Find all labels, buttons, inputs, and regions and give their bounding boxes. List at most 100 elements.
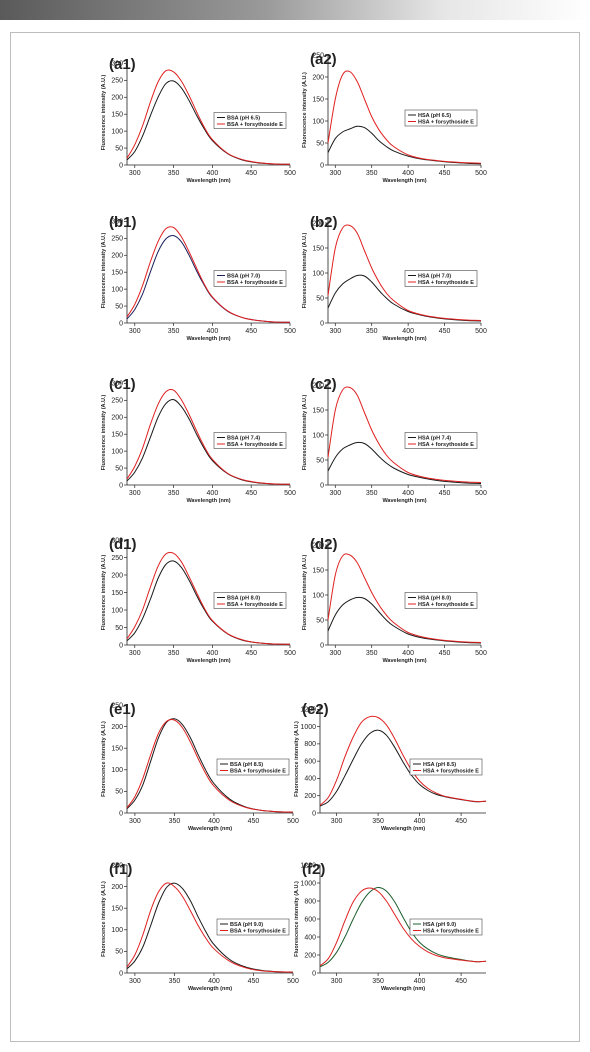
y-axis-label: Fluorescence intensity (A.U.): [302, 232, 308, 308]
chart-panel: 300 350 400 450 0 200 400 600 800 1000 1200 Wavelen…: [294, 701, 487, 832]
chart-panel: 300 350 400 450 0 200 400 600 800 1000 1200 Wavelen…: [294, 861, 487, 992]
legend-box: [213, 112, 287, 129]
x-axis-label: Wavelength (nm): [382, 498, 426, 504]
y-tick-label: 0: [320, 482, 324, 489]
y-tick-label: 250: [111, 236, 123, 243]
x-tick-label: 400: [402, 170, 414, 177]
legend-entry: BSA (pH 7.0): [227, 274, 260, 280]
x-tick-label: 350: [366, 490, 378, 497]
panel-label: (d2): [310, 536, 338, 553]
x-tick-label: 300: [329, 490, 341, 497]
x-tick-label: 350: [169, 978, 181, 985]
x-tick-label: 500: [284, 650, 296, 657]
y-tick-label: 50: [316, 457, 324, 464]
panel-label: (c1): [109, 376, 136, 393]
y-tick-label: 150: [312, 567, 324, 574]
x-tick-label: 400: [402, 328, 414, 335]
legend-box: [404, 432, 478, 449]
x-tick-label: 450: [248, 818, 260, 825]
chart-panel: 300 350 400 450 500 0 50 100 150 200 Wavelength (n…: [302, 536, 487, 664]
panel-label: (c2): [310, 376, 337, 393]
x-tick-label: 450: [245, 490, 257, 497]
x-axis-label: Wavelength (nm): [188, 986, 232, 992]
x-tick-label: 300: [129, 818, 141, 825]
x-axis-label: Wavelength (nm): [186, 336, 230, 342]
y-axis-label: Fluorescence intensity (A.U.): [101, 881, 107, 957]
series-line: [126, 882, 294, 973]
y-axis-label: Fluorescence intensity (A.U.): [302, 72, 308, 148]
y-tick-label: 0: [320, 320, 324, 327]
y-tick-label: 0: [119, 970, 123, 977]
series-line: [319, 715, 487, 806]
y-axis-label: Fluorescence intensity (A.U.): [101, 721, 107, 797]
y-tick-label: 50: [115, 949, 123, 956]
x-tick-label: 350: [372, 818, 384, 825]
x-tick-label: 450: [455, 978, 467, 985]
legend-box: [213, 432, 287, 449]
legend-box: [216, 758, 290, 776]
y-tick-label: 200: [304, 952, 316, 959]
x-tick-label: 500: [475, 328, 487, 335]
y-tick-label: 150: [312, 407, 324, 414]
y-tick-label: 300: [111, 537, 123, 544]
legend-entry: HSA (pH 8.5): [423, 762, 456, 768]
legend-box: [213, 592, 287, 609]
y-tick-label: 300: [111, 381, 123, 388]
legend-box: [404, 109, 478, 127]
x-tick-label: 400: [207, 328, 219, 335]
x-tick-label: 500: [284, 170, 296, 177]
x-tick-label: 300: [129, 170, 141, 177]
x-tick-label: 350: [168, 328, 180, 335]
x-tick-label: 300: [329, 328, 341, 335]
series-line: [327, 386, 482, 483]
y-tick-label: 100: [111, 128, 123, 135]
y-tick-label: 0: [119, 320, 123, 327]
y-tick-label: 1200: [300, 862, 316, 869]
x-tick-label: 400: [207, 490, 219, 497]
legend-entry: BSA + forsythoside E: [230, 929, 286, 935]
legend-entry: BSA (pH 8.5): [230, 762, 263, 768]
x-tick-label: 350: [168, 490, 180, 497]
y-tick-label: 0: [320, 642, 324, 649]
y-tick-label: 50: [115, 789, 123, 796]
top-banner: [0, 0, 590, 20]
y-axis-label: Fluorescence intensity (A.U.): [101, 554, 107, 630]
y-tick-label: 100: [111, 607, 123, 614]
chart-panel: 300 350 400 450 500 0 50 100 150 200 250 300 Wavelen…: [101, 376, 296, 504]
y-axis-label: Fluorescence intensity (A.U.): [101, 74, 107, 150]
y-tick-label: 150: [111, 906, 123, 913]
y-tick-label: 200: [111, 884, 123, 891]
series-line: [126, 551, 291, 645]
y-tick-label: 200: [312, 542, 324, 549]
y-tick-label: 0: [119, 162, 123, 169]
y-tick-label: 250: [111, 702, 123, 709]
y-tick-label: 200: [111, 724, 123, 731]
x-tick-label: 500: [287, 978, 299, 985]
legend-entry: BSA (pH 9.0): [230, 922, 263, 928]
y-tick-label: 200: [111, 253, 123, 260]
x-axis-label: Wavelength (nm): [186, 498, 230, 504]
x-axis-label: Wavelength (nm): [186, 658, 230, 664]
y-tick-label: 0: [312, 810, 316, 817]
x-tick-label: 500: [475, 650, 487, 657]
legend-box: [216, 918, 290, 936]
y-axis-label: Fluorescence intensity (A.U.): [294, 721, 300, 797]
legend-box: [404, 270, 478, 287]
chart-panel: 300 350 400 450 500 0 50 100 150 200 250 Wavelength…: [101, 861, 299, 992]
y-tick-label: 200: [304, 793, 316, 800]
panel-label: (e1): [109, 701, 136, 718]
chart-panel: 300 350 400 450 500 0 50 100 150 200 250 300 Wavelen…: [101, 536, 296, 664]
legend-entry: BSA + forsythoside E: [230, 769, 286, 775]
legend-entry: HSA + forsythoside E: [423, 769, 479, 775]
y-tick-label: 250: [111, 398, 123, 405]
y-tick-label: 0: [119, 482, 123, 489]
y-tick-label: 0: [312, 970, 316, 977]
legend-entry: BSA + forsythoside E: [227, 280, 283, 286]
series-line: [327, 274, 482, 322]
x-tick-label: 450: [245, 328, 257, 335]
legend-box: [409, 758, 483, 776]
y-tick-label: 800: [304, 898, 316, 905]
y-tick-label: 1000: [300, 724, 316, 731]
legend-entry: HSA + forsythoside E: [418, 280, 474, 286]
x-tick-label: 300: [329, 650, 341, 657]
